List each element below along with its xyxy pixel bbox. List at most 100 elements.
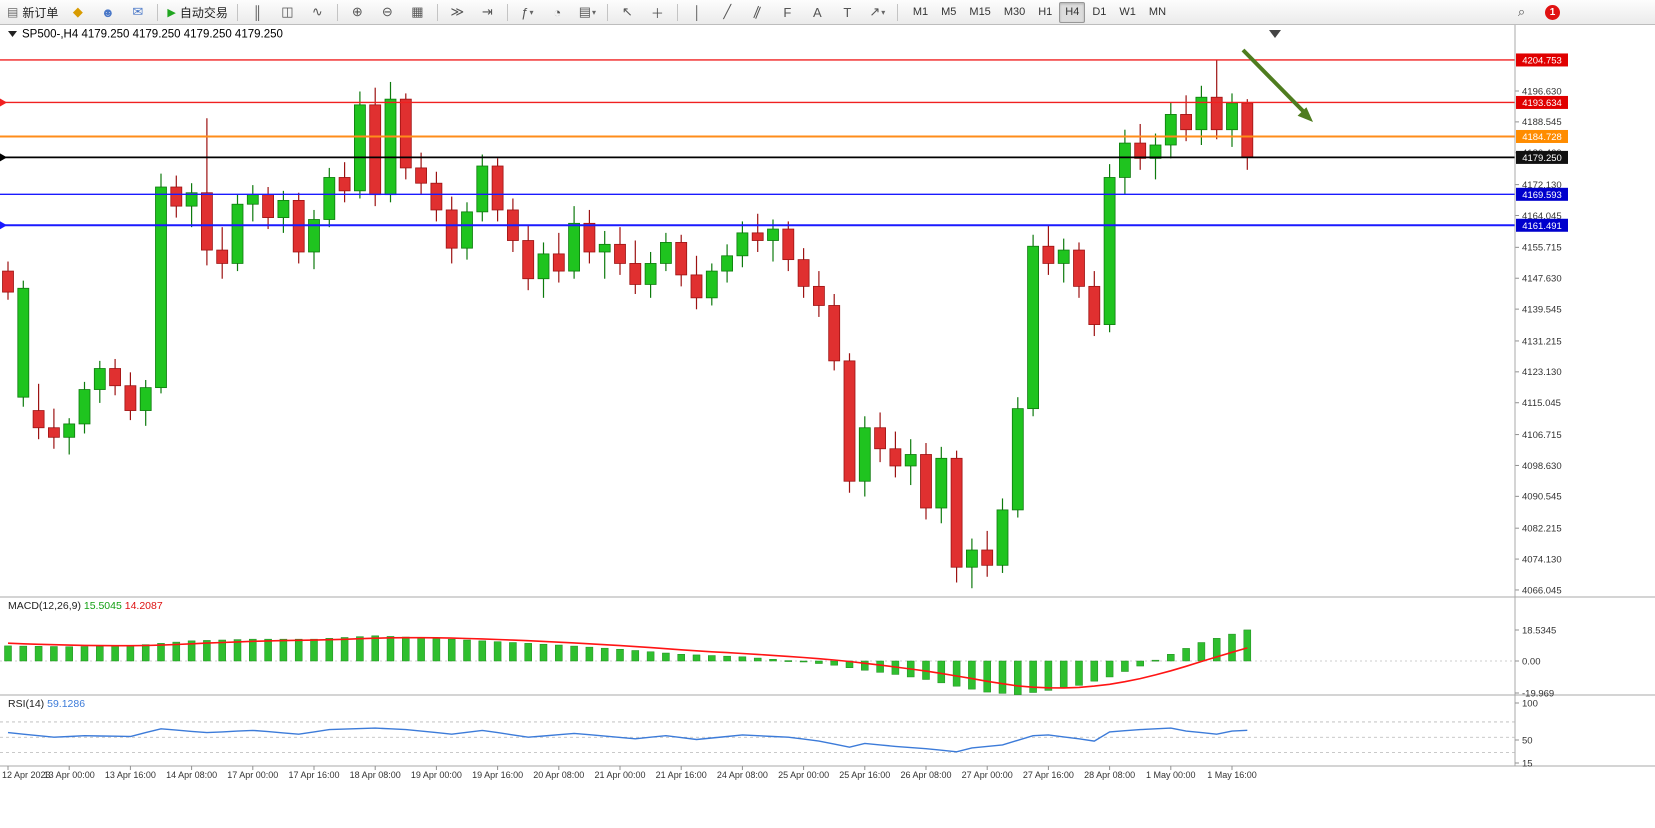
- new-order-button[interactable]: ▤ 新订单: [3, 1, 62, 24]
- macd-bar: [1105, 660, 1114, 678]
- community-button[interactable]: ☻: [93, 1, 122, 24]
- chart-header: SP500-,H4 4179.250 4179.250 4179.250 417…: [8, 29, 1281, 41]
- messages-button[interactable]: ✉: [123, 1, 152, 24]
- timeframe-button-m5[interactable]: M5: [941, 6, 957, 18]
- price-badge-label: 4179.250: [1522, 153, 1562, 164]
- candle: [1180, 114, 1192, 131]
- line-left-marker: [0, 98, 7, 107]
- crosshair-button[interactable]: ＋: [643, 1, 672, 24]
- macd-bar: [570, 645, 578, 662]
- macd-bar: [1090, 660, 1099, 682]
- market-button[interactable]: ◆: [63, 1, 92, 24]
- timeframe-button-h1[interactable]: H1: [1038, 6, 1053, 18]
- candle: [935, 457, 948, 509]
- candle: [1119, 142, 1131, 178]
- channel-button[interactable]: ∥: [743, 1, 772, 24]
- macd-bar: [1059, 660, 1068, 689]
- candle: [843, 360, 856, 482]
- timeframe-button-d1[interactable]: D1: [1092, 6, 1107, 18]
- macd-bar: [585, 646, 594, 662]
- vertical-line-button[interactable]: │: [683, 1, 712, 24]
- toolbar: ▤ 新订单 ◆ ☻ ✉ ▶ 自动交易 ║ ◫ ∿ ⊕ ⊖ ▦ ≫ ⇥ ƒ ▾ ◔ …: [0, 0, 1655, 25]
- macd-bar: [172, 641, 181, 662]
- symbol-dropdown-icon[interactable]: [8, 31, 17, 37]
- time-axis-label: 17 Apr 16:00: [288, 770, 339, 780]
- cursor-button[interactable]: ↖: [613, 1, 642, 24]
- candle: [1134, 142, 1147, 159]
- time-axis-label: 1 May 16:00: [1207, 770, 1257, 780]
- price-badge-label: 4169.593: [1522, 190, 1562, 201]
- algo-trading-button[interactable]: ▶ 自动交易: [163, 1, 231, 24]
- bar-chart-button[interactable]: ║: [243, 1, 272, 24]
- candlestick-chart-button[interactable]: ◫: [273, 1, 302, 24]
- timeframe-button-m15[interactable]: M15: [969, 6, 991, 18]
- timeframe-button-w1[interactable]: W1: [1119, 6, 1136, 18]
- candle: [1042, 245, 1055, 264]
- price-badge-label: 4161.491: [1522, 221, 1562, 232]
- market-icon: ◆: [72, 4, 83, 19]
- rsi-panel: 100 50 15 RSI(14) 59.1286: [0, 698, 1538, 769]
- candle: [32, 410, 45, 429]
- text-tool-button[interactable]: A: [803, 1, 832, 24]
- panel-separators: [0, 25, 1655, 767]
- timeframe-button-mn[interactable]: MN: [1148, 6, 1167, 18]
- arrows-tool-button[interactable]: ↗ ▾: [863, 1, 892, 24]
- candle: [889, 448, 902, 467]
- line-chart-button[interactable]: ∿: [303, 1, 332, 24]
- candle: [1073, 249, 1085, 287]
- price-axis-label: 4098.630: [1522, 461, 1562, 472]
- notification-badge[interactable]: 1: [1545, 4, 1560, 20]
- zoom-out-button[interactable]: ⊖: [373, 1, 402, 24]
- timeframe-button-m30[interactable]: M30: [1003, 6, 1026, 18]
- indicators-button[interactable]: ƒ ▾: [513, 1, 542, 24]
- macd-bar: [1151, 659, 1160, 662]
- candle: [614, 243, 626, 264]
- macd-bar: [1136, 660, 1144, 667]
- period-button[interactable]: ◔: [543, 1, 572, 24]
- macd-bar: [80, 646, 89, 662]
- macd-bar: [876, 660, 884, 673]
- label-tool-button[interactable]: T: [833, 1, 862, 24]
- auto-scroll-button[interactable]: ≫: [443, 1, 472, 24]
- new-order-icon: ▤: [7, 5, 19, 19]
- search-button[interactable]: ⌕: [1507, 1, 1536, 24]
- zoom-in-button[interactable]: ⊕: [343, 1, 372, 24]
- time-axis-label: 27 Apr 16:00: [1023, 770, 1074, 780]
- candle: [124, 385, 137, 411]
- macd-bar: [34, 646, 43, 662]
- templates-button[interactable]: ▤ ▾: [573, 1, 602, 24]
- auto-scroll-icon: ≫: [450, 4, 465, 19]
- time-axis-label: 18 Apr 08:00: [350, 770, 401, 780]
- timeframe-button-h4[interactable]: H4: [1059, 1, 1086, 23]
- candle: [246, 194, 259, 205]
- chart-shift-marker[interactable]: [1269, 30, 1281, 38]
- label-tool-icon: T: [843, 4, 852, 20]
- fibonacci-button[interactable]: F: [773, 1, 802, 24]
- macd-bar: [555, 644, 563, 662]
- chart-shift-button[interactable]: ⇥: [473, 1, 502, 24]
- arrows-tool-icon: ↗: [869, 4, 881, 19]
- candle: [63, 423, 76, 438]
- timeframe-group: M1 M5 M15 M30 H1 H4 D1 W1 MN: [907, 1, 1172, 23]
- candle: [17, 287, 30, 398]
- timeframe-button-m1[interactable]: M1: [912, 6, 929, 18]
- price-axis-label: 4090.545: [1522, 492, 1562, 503]
- candle: [767, 228, 779, 241]
- candle: [568, 222, 580, 272]
- zoom-out-icon: ⊖: [381, 4, 393, 19]
- trend-arrow-annotation[interactable]: [1241, 48, 1313, 122]
- trendline-button[interactable]: ╱: [713, 1, 742, 24]
- time-axis-label: 12 Apr 2023: [2, 770, 51, 780]
- macd-bar: [447, 638, 456, 662]
- arrow-head: [1297, 107, 1313, 122]
- time-axis-label: 21 Apr 16:00: [656, 770, 707, 780]
- candle: [950, 457, 963, 568]
- vertical-line-icon: │: [693, 4, 702, 20]
- macd-bar: [616, 648, 624, 662]
- macd-bar: [1167, 654, 1175, 662]
- candle: [93, 368, 106, 390]
- tile-windows-button[interactable]: ▦: [403, 1, 432, 24]
- macd-bar: [141, 644, 150, 662]
- macd-bar: [294, 638, 303, 662]
